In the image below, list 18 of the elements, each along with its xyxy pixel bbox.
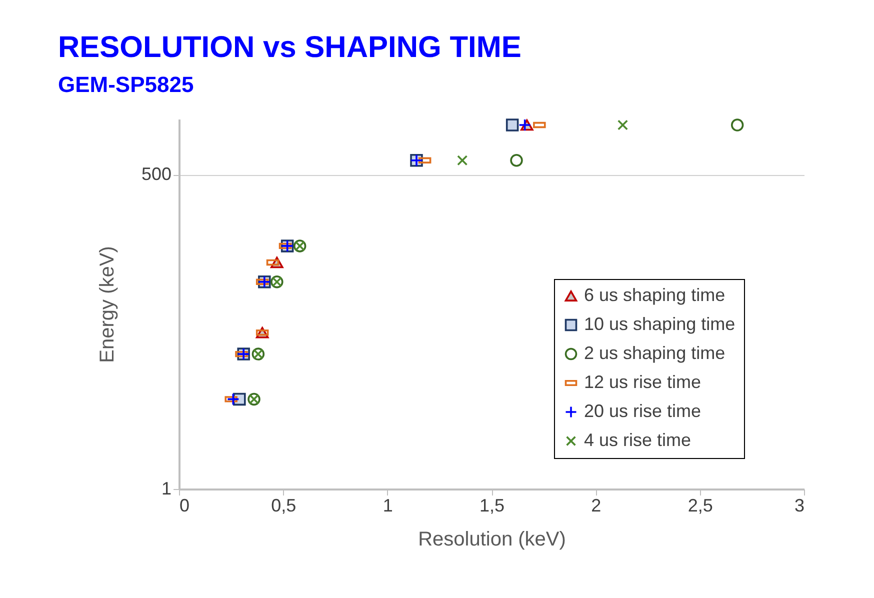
y-axis-title: Energy (keV) [96,246,118,363]
x-tick-label: 1,5 [479,496,505,516]
chart-title: RESOLUTION vs SHAPING TIME [58,30,522,64]
x-tick-label: 2 [591,496,602,516]
x-tick-label: 2,5 [688,496,713,516]
legend-label: 2 us shaping time [584,343,726,363]
chart-subtitle: GEM-SP5825 [58,72,194,97]
x-tick-label: 0,5 [271,496,296,516]
legend-label: 20 us rise time [584,401,702,421]
x-tick-label: 0 [180,496,190,516]
legend-label: 4 us rise time [584,430,692,450]
legend-label: 10 us shaping time [584,314,736,334]
y-tick-label: 500 [141,164,172,184]
x-axis-title: Resolution (keV) [418,528,566,550]
x-tick-label: 1 [382,496,393,516]
legend-label: 6 us shaping time [584,285,726,305]
x-tick-label: 3 [794,496,804,516]
legend-label: 12 us rise time [584,372,702,392]
